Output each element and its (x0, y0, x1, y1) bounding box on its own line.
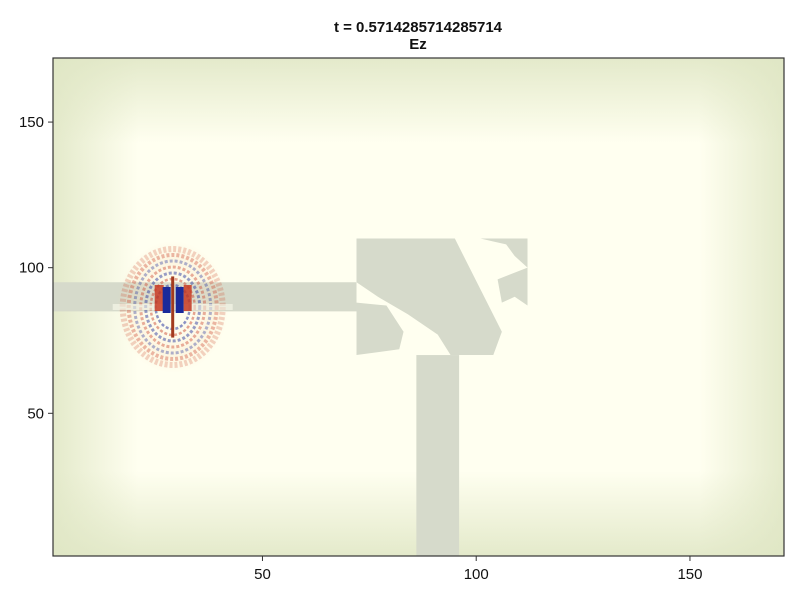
plot-area (53, 58, 784, 556)
y-tick-label: 150 (19, 114, 44, 131)
field-core-left-neg (162, 287, 171, 313)
y-axis: 50 100 150 (19, 114, 53, 422)
field-core-right-neg (175, 287, 184, 313)
device-segment (356, 302, 404, 356)
device-segment (356, 238, 502, 356)
y-tick-label: 50 (27, 405, 44, 422)
field-core-left-pos (154, 285, 164, 311)
absorber-top (53, 58, 784, 143)
y-tick-label: 100 (19, 260, 44, 277)
x-tick-label: 150 (677, 566, 702, 583)
field-core-right-pos (183, 285, 192, 311)
plot-title: t = 0.5714285714285714 (334, 19, 503, 36)
plot-frame (52, 57, 785, 557)
plot-subtitle: Ez (409, 36, 427, 53)
x-axis: 50 100 150 (254, 556, 702, 583)
x-tick-label: 100 (464, 566, 489, 583)
device-segment (497, 267, 528, 306)
device-segment (480, 238, 528, 268)
x-tick-label: 50 (254, 566, 271, 583)
waveguide-2 (416, 355, 460, 556)
device-pattern (356, 238, 528, 356)
field-layer (112, 241, 233, 373)
